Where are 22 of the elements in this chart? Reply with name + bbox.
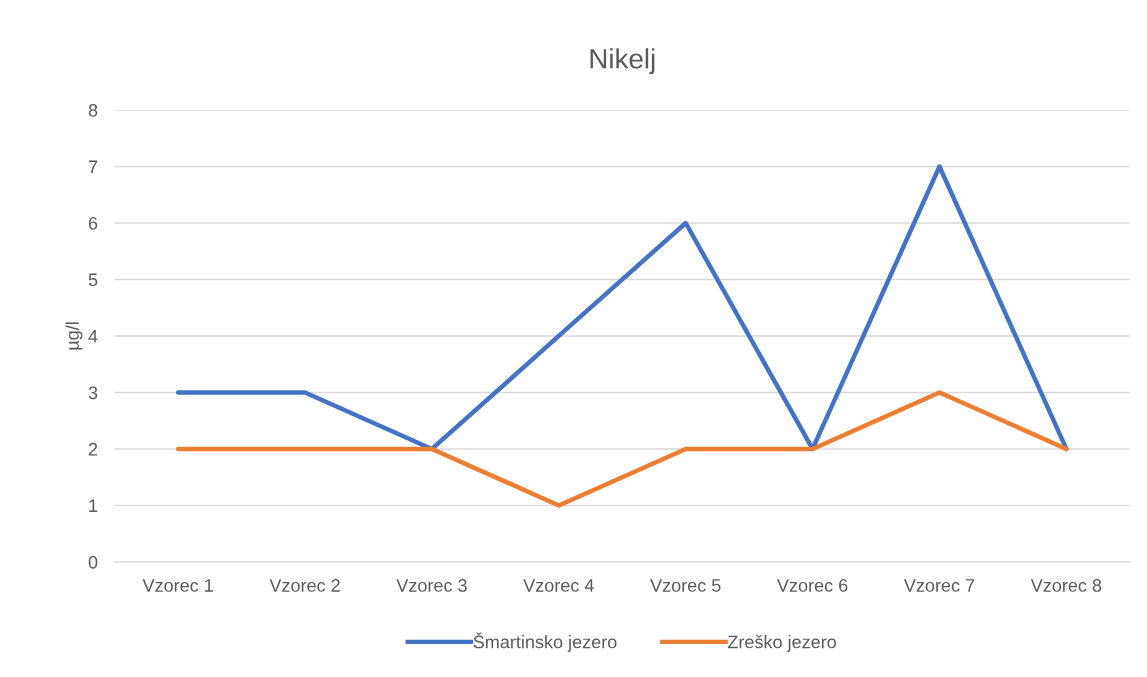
y-tick-label: 1 (89, 499, 98, 512)
x-tick-label: Vzorec 5 (650, 579, 721, 592)
x-tick-label: Vzorec 3 (396, 579, 467, 592)
y-tick-label: 7 (88, 160, 98, 174)
x-tick-label: Vzorec 1 (142, 579, 213, 592)
y-tick-label: 6 (88, 216, 98, 230)
x-tick-label: Vzorec 2 (269, 579, 340, 592)
legend-label: Zreško jezero (727, 635, 836, 652)
x-tick-label: Vzorec 8 (1030, 579, 1102, 592)
x-tick-label: Vzorec 7 (903, 579, 975, 592)
y-tick-label: 5 (88, 273, 98, 287)
y-tick-label: 0 (88, 555, 98, 569)
x-tick-label: Vzorec 4 (523, 579, 594, 592)
chart-title: Nikelj (590, 48, 655, 75)
x-tick-label: Vzorec 6 (777, 579, 848, 592)
legend-label: Šmartinsko jezero (473, 632, 617, 652)
y-axis-title: µg/l (65, 322, 83, 350)
line-series (175, 164, 1069, 452)
y-tick-label: 4 (88, 330, 98, 343)
y-tick-label: 8 (88, 103, 98, 117)
y-tick-label: 2 (88, 442, 98, 456)
y-tick-label: 3 (88, 386, 98, 400)
